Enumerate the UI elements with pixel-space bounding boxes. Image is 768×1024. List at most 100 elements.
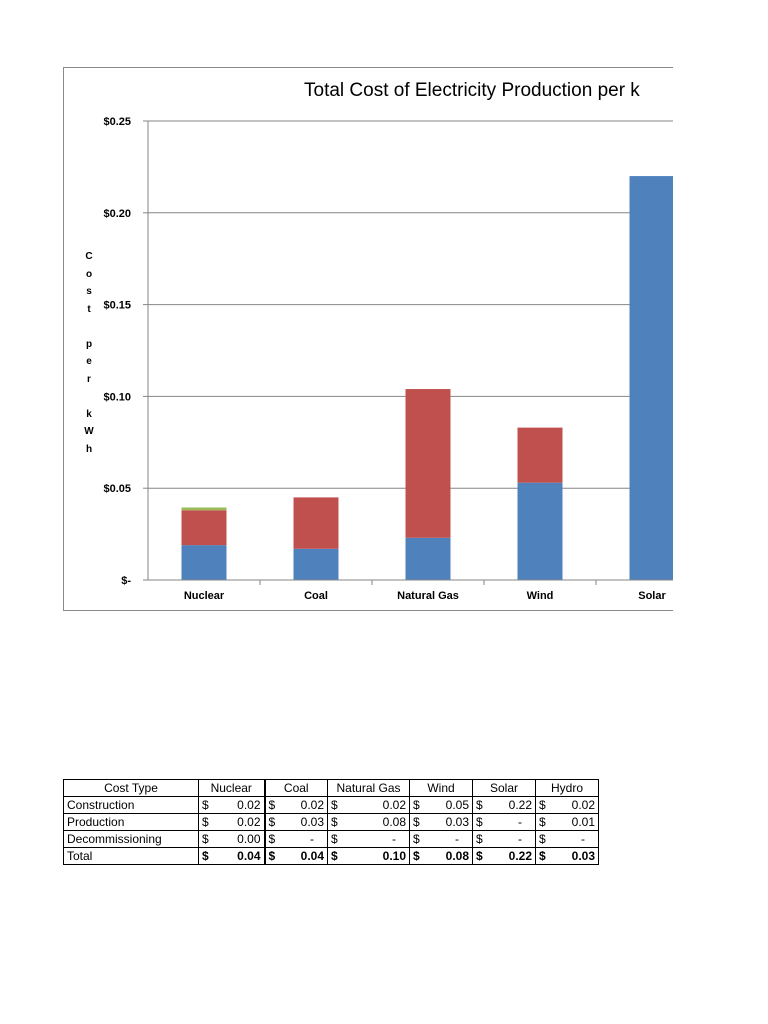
table-cell: $0.04: [263, 847, 328, 865]
table-cell: $0.04: [198, 847, 265, 865]
cell-value: 0.02: [237, 798, 261, 812]
currency-symbol: $: [476, 798, 483, 812]
table-header-row: Cost Type Nuclear Coal Natural Gas Wind Solar…: [63, 779, 599, 797]
currency-symbol: $: [202, 849, 209, 863]
y-tick-label: $0.05: [103, 483, 131, 495]
table-header-cell: Solar: [472, 779, 536, 797]
cell-value: 0.02: [300, 798, 324, 812]
cell-value: -: [455, 832, 459, 846]
bar-segment: [181, 510, 227, 546]
table-header-cell: Cost Type: [63, 779, 199, 797]
cell-value: -: [581, 832, 585, 846]
bar-segment: [181, 507, 227, 511]
row-label: Production: [63, 813, 199, 831]
currency-symbol: $: [476, 849, 483, 863]
y-axis-label-char: C: [85, 251, 93, 262]
currency-symbol: $: [202, 832, 209, 846]
cell-value: 0.02: [237, 815, 261, 829]
bar-segment: [517, 427, 563, 483]
table-cell: $0.22: [472, 847, 536, 865]
y-axis-label-char: e: [86, 356, 92, 367]
y-tick-label: $0.25: [103, 116, 131, 128]
x-tick-label: Solar: [638, 590, 666, 602]
chart-area: Total Cost of Electricity Production per…: [63, 67, 673, 611]
currency-symbol: $: [268, 815, 276, 829]
cell-value: 0.03: [300, 815, 324, 829]
table-cell: $0.22: [472, 796, 536, 814]
table-cell: $0.03: [535, 847, 599, 865]
currency-symbol: $: [539, 832, 546, 846]
bar-segment: [517, 482, 563, 580]
table-header-cell: Coal: [263, 779, 328, 797]
table-cell: $0.01: [535, 813, 599, 831]
row-label: Construction: [63, 796, 199, 814]
currency-symbol: $: [539, 849, 546, 863]
table-cell: $ -: [263, 830, 328, 848]
cell-value: 0.08: [382, 815, 406, 829]
table-cell: $0.00: [198, 830, 265, 848]
currency-symbol: $: [202, 798, 209, 812]
currency-symbol: $: [539, 815, 546, 829]
cell-value: 0.05: [445, 798, 469, 812]
table-header-cell: Nuclear: [198, 779, 265, 797]
currency-symbol: $: [202, 815, 209, 829]
table-cell: $ -: [409, 830, 473, 848]
currency-symbol: $: [539, 798, 546, 812]
bar-segment: [181, 545, 227, 580]
table-cell: $ -: [472, 830, 536, 848]
cell-value: -: [518, 815, 522, 829]
cell-value: -: [518, 832, 522, 846]
table-cell: $0.05: [409, 796, 473, 814]
table-row: Production $0.02 $0.03 $0.08 $0.03 $ - $0.01: [63, 813, 599, 831]
currency-symbol: $: [268, 798, 276, 812]
currency-symbol: $: [331, 798, 338, 812]
table-row: Construction $0.02 $0.02 $0.02 $0.05 $0.22 $0.…: [63, 796, 599, 814]
currency-symbol: $: [413, 798, 420, 812]
y-axis-label-char: h: [85, 443, 93, 455]
table-cell: $0.02: [535, 796, 599, 814]
y-axis-label-char: W: [84, 426, 94, 437]
y-axis-label-char: k: [86, 408, 92, 420]
bar-segment: [629, 176, 673, 580]
cell-value: 0.10: [382, 849, 406, 863]
table-cell: $0.10: [327, 847, 410, 865]
table-cell: $0.02: [198, 813, 265, 831]
y-axis-label-char: o: [85, 268, 93, 280]
y-tick-label: $0.15: [103, 300, 131, 312]
currency-symbol: $: [413, 832, 420, 846]
bar-segment: [293, 497, 339, 549]
table-header-cell: Wind: [409, 779, 473, 797]
table-header-cell: Natural Gas: [327, 779, 410, 797]
currency-symbol: $: [476, 832, 483, 846]
table-cell: $0.02: [327, 796, 410, 814]
cell-value: 0.02: [571, 798, 595, 812]
currency-symbol: $: [268, 849, 276, 863]
x-tick-label: Coal: [304, 590, 328, 602]
cell-value: 0.08: [445, 849, 469, 863]
cell-value: 0.22: [508, 849, 532, 863]
table-cell: $0.02: [198, 796, 265, 814]
cell-value: 0.22: [508, 798, 532, 812]
table-cell: $ -: [535, 830, 599, 848]
y-tick-label: $-: [121, 575, 131, 587]
table-cell: $0.03: [409, 813, 473, 831]
table-cell: $ -: [327, 830, 410, 848]
bar-segment: [405, 537, 451, 580]
currency-symbol: $: [268, 832, 276, 846]
table-cell: $0.08: [409, 847, 473, 865]
currency-symbol: $: [331, 849, 338, 863]
currency-symbol: $: [331, 832, 338, 846]
table-cell: $0.03: [263, 813, 328, 831]
cell-value: 0.00: [237, 832, 261, 846]
cell-value: -: [310, 832, 314, 846]
currency-symbol: $: [331, 815, 338, 829]
table-header-cell: Hydro: [535, 779, 599, 797]
table-row: Total $0.04 $0.04 $0.10 $0.08 $0.22 $0.03: [63, 847, 599, 865]
x-tick-label: Natural Gas: [397, 590, 459, 602]
y-tick-label: $0.10: [103, 391, 131, 403]
y-axis-label-char: s: [86, 286, 92, 297]
cell-value: -: [392, 832, 396, 846]
row-label: Total: [63, 847, 199, 865]
y-axis-label-char: p: [85, 338, 93, 350]
